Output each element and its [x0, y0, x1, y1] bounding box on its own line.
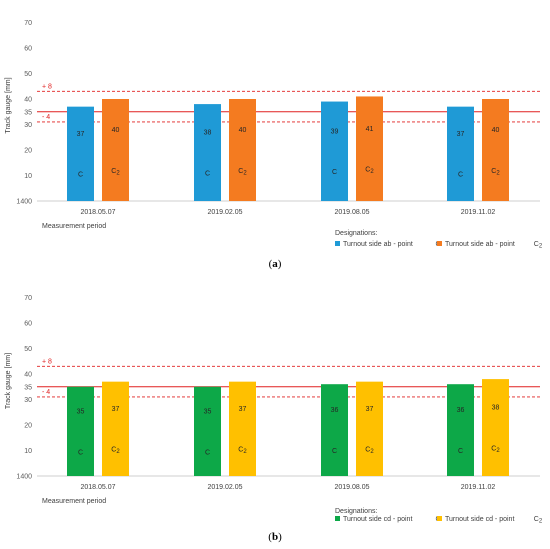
y-tick-label: 60	[24, 46, 32, 53]
bar-point-symbol: C	[205, 449, 210, 456]
x-axis-title: Measurement period	[42, 498, 106, 505]
bar-point-c	[321, 384, 348, 476]
data-label: 40	[112, 127, 120, 134]
legend-title: Designations:	[335, 230, 377, 237]
y-tick-label: 40	[24, 372, 32, 379]
bar-point-c2	[356, 96, 383, 201]
y-tick-label: 30	[24, 397, 32, 404]
y-axis-title: Track gauge [mm]	[5, 353, 12, 409]
chart-panel-a: 1400 10 20 30 35 40 50 60 70 Track gauge [mm] + 8 -…	[5, 20, 543, 270]
bar-point-symbol: C	[458, 172, 463, 179]
y-axis-title: Track gauge [mm]	[5, 77, 12, 133]
y-tick-label: 50	[24, 71, 32, 78]
legend-swatch	[437, 241, 442, 246]
data-label: 36	[331, 407, 339, 414]
y-tick-label: 70	[24, 295, 32, 302]
bar-point-symbol: C2	[365, 447, 374, 456]
y-tick-label: 35	[24, 109, 32, 116]
legend-entry: Turnout side ab - point	[445, 241, 515, 248]
bar-point-c2	[482, 99, 509, 201]
bar-point-symbol: C	[78, 172, 83, 179]
reference-line-label: - 4	[42, 389, 50, 396]
bar-point-symbol: C	[205, 170, 210, 177]
x-category-label: 2019.02.05	[207, 484, 242, 491]
y-tick-label: 1400	[16, 199, 32, 206]
y-tick-label: 30	[24, 122, 32, 129]
bar-point-symbol: C	[332, 169, 337, 176]
legend-entry: Turnout side ab - point	[343, 241, 413, 248]
y-tick-label: 1400	[16, 474, 32, 481]
panel-label: (b)	[268, 531, 282, 543]
reference-line-label: + 8	[42, 358, 52, 365]
bar-point-c2	[356, 381, 383, 476]
bar-point-symbol: C	[332, 448, 337, 455]
data-label: 37	[457, 131, 465, 138]
y-tick-label: 35	[24, 384, 32, 391]
x-category-label: 2019.11.02	[461, 484, 496, 491]
data-label: 37	[239, 406, 247, 413]
bar-point-symbol: C2	[111, 168, 120, 177]
bar-point-symbol: C	[458, 448, 463, 455]
data-label: 35	[77, 408, 85, 415]
y-tick-label: 10	[24, 448, 32, 455]
legend-swatch	[437, 516, 442, 521]
data-label: 40	[492, 127, 500, 134]
legend-swatch	[335, 516, 340, 521]
bar-point-c	[447, 106, 474, 201]
bar-point-c	[321, 101, 348, 201]
bar-point-c	[67, 386, 94, 476]
data-label: 40	[239, 127, 247, 134]
bar-point-symbol: C2	[491, 168, 500, 177]
data-label: 37	[112, 406, 120, 413]
bar-point-c	[447, 384, 474, 476]
bar-point-c2	[229, 99, 256, 201]
bar-point-symbol: C2	[491, 445, 500, 454]
bar-point-c	[194, 104, 221, 201]
y-tick-label: 20	[24, 148, 32, 155]
y-tick-label: 60	[24, 321, 32, 328]
legend-swatch	[335, 241, 340, 246]
bar-point-c2	[229, 381, 256, 476]
legend-entry: Turnout side cd - point	[445, 516, 514, 523]
bar-point-c2	[482, 379, 509, 476]
data-label: 38	[204, 130, 212, 137]
legend-point-symbol: C2	[534, 516, 543, 525]
data-label: 38	[492, 405, 500, 412]
bar-point-symbol: C	[78, 449, 83, 456]
reference-line-label: + 8	[42, 83, 52, 90]
panel-label: (a)	[269, 258, 282, 270]
bar-point-symbol: C2	[365, 167, 374, 176]
bar-point-symbol: C2	[111, 447, 120, 456]
y-tick-label: 10	[24, 173, 32, 180]
data-label: 37	[77, 131, 85, 138]
x-category-label: 2019.08.05	[334, 484, 369, 491]
x-category-label: 2018.05.07	[80, 484, 115, 491]
bar-point-c2	[102, 99, 129, 201]
reference-line-label: - 4	[42, 114, 50, 121]
y-tick-label: 50	[24, 346, 32, 353]
bar-point-symbol: C2	[238, 447, 247, 456]
legend-title: Designations:	[335, 508, 377, 515]
x-category-label: 2018.05.07	[80, 209, 115, 216]
y-tick-label: 20	[24, 423, 32, 430]
bar-point-c2	[102, 381, 129, 476]
data-label: 35	[204, 408, 212, 415]
data-label: 41	[366, 126, 374, 133]
bar-point-c	[67, 106, 94, 201]
y-tick-label: 70	[24, 20, 32, 27]
legend-point-symbol: C2	[534, 241, 543, 250]
legend-entry: Turnout side cd - point	[343, 516, 412, 523]
bar-point-symbol: C2	[238, 168, 247, 177]
bar-point-c	[194, 386, 221, 476]
x-axis-title: Measurement period	[42, 223, 106, 230]
x-category-label: 2019.02.05	[207, 209, 242, 216]
y-tick-label: 40	[24, 97, 32, 104]
x-category-label: 2019.11.02	[461, 209, 496, 216]
x-category-label: 2019.08.05	[334, 209, 369, 216]
chart-panel-b: 1400 10 20 30 35 40 50 60 70 Track gauge [mm] + 8 -…	[5, 295, 543, 543]
data-label: 37	[366, 406, 374, 413]
data-label: 36	[457, 407, 465, 414]
data-label: 39	[331, 128, 339, 135]
